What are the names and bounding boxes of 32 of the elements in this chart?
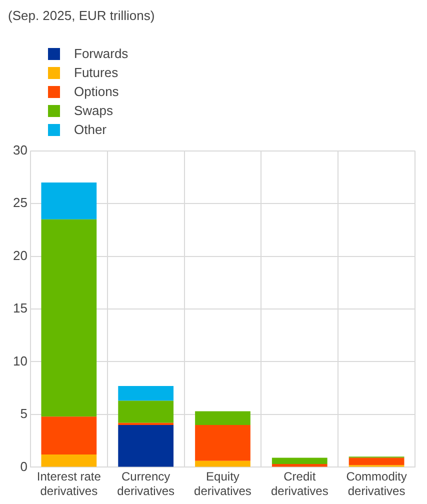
- x-tick-label: Currency derivatives: [117, 470, 174, 498]
- bar: [348, 458, 404, 466]
- y-tick-label: 5: [20, 406, 28, 422]
- y-tick-label: 30: [12, 142, 28, 158]
- legend-label: Futures: [74, 64, 118, 82]
- y-tick-label: 0: [20, 458, 28, 474]
- bar: [41, 182, 97, 220]
- x-tick-label: Interest rate derivatives: [36, 470, 102, 498]
- legend-label: Other: [74, 121, 107, 139]
- bar: [118, 425, 174, 467]
- x-tick-label: Credit derivatives: [270, 470, 328, 498]
- legend-label: Options: [74, 83, 119, 101]
- chart-subtitle: (Sep. 2025, EUR trillions): [8, 8, 155, 23]
- bar: [272, 458, 328, 464]
- y-tick-label: 25: [12, 195, 28, 210]
- bar: [41, 416, 97, 455]
- bar: [272, 464, 328, 467]
- legend-label: Swaps: [74, 102, 114, 120]
- bar: [195, 460, 250, 467]
- bar: [195, 411, 250, 426]
- y-tick-label: 20: [12, 248, 28, 263]
- x-tick-label: Commodity derivatives: [346, 470, 407, 498]
- bar: [195, 425, 250, 461]
- bar: [41, 454, 97, 467]
- y-tick-label: 15: [12, 300, 28, 316]
- bar: [118, 386, 174, 401]
- y-tick-label: 10: [12, 353, 28, 368]
- x-tick-label: Equity derivatives: [194, 470, 252, 498]
- bar: [41, 219, 97, 417]
- bar: [118, 400, 174, 423]
- bar: [118, 422, 174, 426]
- legend-label: Forwards: [74, 45, 128, 63]
